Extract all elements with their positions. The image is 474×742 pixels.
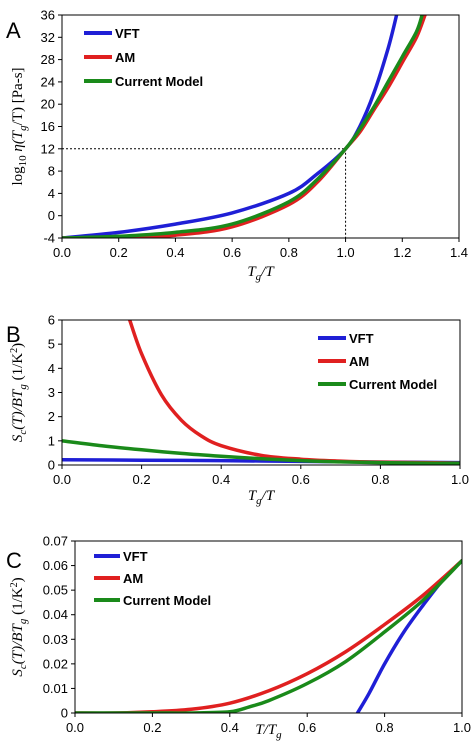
x-tick-label: 0.6 xyxy=(298,720,316,735)
chart-panel-b: B 0.0 0.2 0.4 0.6 0.8 1.0 0 1 2 3 4 5 6 Tg/T Sc(T)/BTg … xyxy=(6,313,469,508)
y-tick-label: 5 xyxy=(48,337,55,352)
y-tick-label: 0 xyxy=(48,208,55,223)
x-axis-label: Tg/T xyxy=(248,488,276,507)
x-tick-label: 0.2 xyxy=(110,245,128,260)
series-line-am xyxy=(62,15,427,238)
series-line-current-model xyxy=(62,15,424,238)
y-tick-label: 3 xyxy=(48,385,55,400)
y-tick-label: 12 xyxy=(41,141,55,156)
x-tick-label: 0.6 xyxy=(223,245,241,260)
series-line-vft xyxy=(355,558,462,713)
x-tick-label: 0.8 xyxy=(280,245,298,260)
y-tick-label: 0.03 xyxy=(43,632,68,647)
y-tick-label: 0.01 xyxy=(43,681,68,696)
y-tick-label: 6 xyxy=(48,313,55,328)
x-tick-label: 1.0 xyxy=(451,472,469,487)
x-tick-label: 0.4 xyxy=(212,472,230,487)
y-tick-label: 24 xyxy=(41,74,55,89)
y-axis-label: Sc(T)/BTg (1/K2) xyxy=(9,577,29,676)
legend-label: AM xyxy=(349,354,369,369)
x-axis-label: T/Tg xyxy=(255,722,282,741)
y-tick-label: 0.06 xyxy=(43,558,68,573)
legend-label: AM xyxy=(115,50,135,65)
x-tick-label: 1.4 xyxy=(450,245,468,260)
legend-label: Current Model xyxy=(349,377,437,392)
x-tick-label: 0.8 xyxy=(371,472,389,487)
y-tick-label: 2 xyxy=(48,409,55,424)
y-tick-label: 32 xyxy=(41,30,55,45)
x-tick-label: 0.4 xyxy=(221,720,239,735)
y-tick-label: 0 xyxy=(61,706,68,721)
x-tick-label: 0.6 xyxy=(292,472,310,487)
x-tick-label: 1.2 xyxy=(393,245,411,260)
y-tick-label: 0.02 xyxy=(43,656,68,671)
x-tick-label: 0.4 xyxy=(166,245,184,260)
y-tick-label: 0.04 xyxy=(43,607,68,622)
x-tick-label: 0.0 xyxy=(53,245,71,260)
y-axis-label: log10 η(Tg/T) [Pa-s] xyxy=(10,67,29,185)
x-axis-label: Tg/T xyxy=(247,264,275,283)
x-tick-label: 0.0 xyxy=(53,472,71,487)
legend-label: VFT xyxy=(349,331,374,346)
plot-frame xyxy=(61,319,461,466)
y-tick-label: 4 xyxy=(48,361,55,376)
x-tick-label: 0.0 xyxy=(66,720,84,735)
x-tick-label: 1.0 xyxy=(337,245,355,260)
y-tick-label: 28 xyxy=(41,52,55,67)
panel-letter: A xyxy=(6,18,21,43)
series-line-current-model xyxy=(75,558,462,713)
legend: VFT AM Current Model xyxy=(318,331,437,392)
x-tick-label: 0.2 xyxy=(133,472,151,487)
y-tick-label: 36 xyxy=(41,8,55,23)
x-tick-label: 0.8 xyxy=(376,720,394,735)
x-tick-label: 1.0 xyxy=(453,720,471,735)
legend-label: Current Model xyxy=(115,74,203,89)
y-axis-label: Sc(T)/BTg (1/K2) xyxy=(9,343,29,442)
legend-label: VFT xyxy=(123,549,148,564)
series-line-current-model xyxy=(62,439,460,465)
plot-frame xyxy=(74,540,463,714)
legend-label: AM xyxy=(123,571,143,586)
legend: VFT AM Current Model xyxy=(84,26,203,89)
y-tick-label: 8 xyxy=(48,164,55,179)
y-tick-label: 0.07 xyxy=(43,534,68,549)
y-tick-label: -4 xyxy=(43,231,55,246)
y-tick-label: 20 xyxy=(41,97,55,112)
y-tick-label: 16 xyxy=(41,119,55,134)
panel-letter: B xyxy=(6,322,21,347)
chart-panel-a: A 0.0 0.2 0.4 0.6 0.8 1.0 1.2 1.4 -4 0 4 8 12 16 20 24 28… xyxy=(6,8,468,284)
y-tick-label: 4 xyxy=(48,186,55,201)
x-tick-label: 0.2 xyxy=(143,720,161,735)
y-tick-label: 0.05 xyxy=(43,583,68,598)
y-tick-label: 0 xyxy=(48,458,55,473)
panel-letter: C xyxy=(6,548,22,573)
legend-label: VFT xyxy=(115,26,140,41)
chart-panel-c: C 0.0 0.2 0.4 0.6 0.8 1.0 0 0.01 0.02 0.03 0.04 0.05… xyxy=(6,534,471,742)
series-line-vft xyxy=(62,15,399,238)
y-tick-label: 1 xyxy=(48,433,55,448)
legend: VFT AM Current Model xyxy=(94,549,211,608)
legend-label: Current Model xyxy=(123,593,211,608)
